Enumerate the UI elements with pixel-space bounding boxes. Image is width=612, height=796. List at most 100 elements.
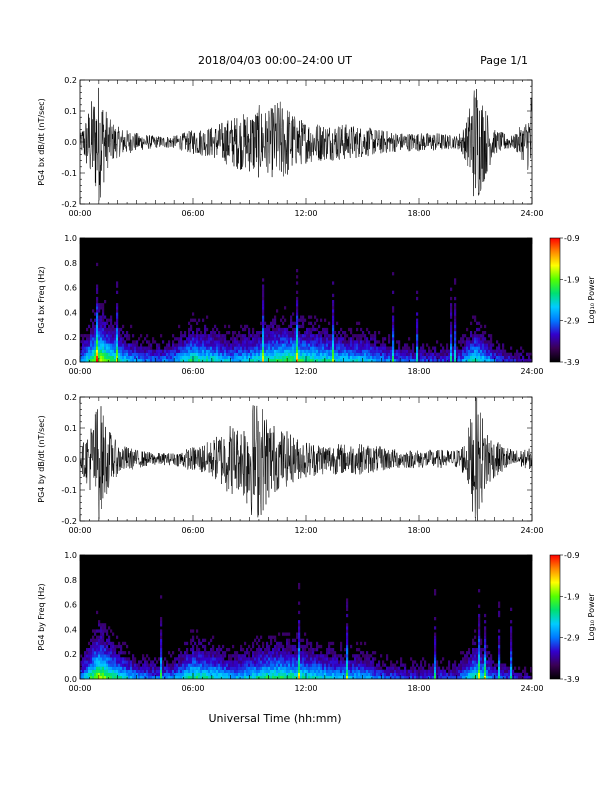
spectrogram-cell bbox=[126, 669, 129, 673]
spectrogram-cell bbox=[98, 340, 101, 344]
spectrogram-cell bbox=[278, 334, 281, 338]
spectrogram-cell bbox=[300, 657, 303, 661]
spectrogram-cell bbox=[438, 358, 441, 363]
spectrogram-cell bbox=[328, 340, 331, 344]
spectrogram-cell bbox=[152, 660, 155, 664]
spectrogram-cell bbox=[262, 309, 265, 313]
spectrogram-cell bbox=[262, 290, 265, 294]
spectrogram-cell bbox=[454, 331, 457, 335]
spectrogram-cell bbox=[116, 672, 119, 677]
spectrogram-cell bbox=[482, 355, 485, 360]
spectrogram-cell bbox=[474, 343, 477, 347]
spectrogram-cell bbox=[162, 352, 165, 356]
spectrogram-cell bbox=[150, 675, 153, 680]
spectrogram-cell bbox=[280, 343, 283, 347]
spectrogram-cell bbox=[408, 352, 411, 356]
spectrogram-cell bbox=[82, 663, 85, 667]
spectrogram-cell bbox=[438, 352, 441, 356]
spectrogram-cell bbox=[316, 675, 319, 680]
spectrogram-cell bbox=[198, 641, 201, 646]
spectrogram-cell bbox=[134, 358, 137, 363]
spectrogram-cell bbox=[132, 672, 135, 677]
spectrogram-cell bbox=[140, 334, 143, 338]
spectrogram-cell bbox=[388, 669, 391, 673]
spectrogram-cell bbox=[296, 303, 299, 307]
spectrogram-cell bbox=[354, 346, 357, 350]
spectrogram-cell bbox=[284, 657, 287, 661]
spectrogram-cell bbox=[216, 669, 219, 673]
spectrogram-cell bbox=[470, 346, 473, 350]
spectrogram-cell bbox=[190, 648, 193, 652]
spectrogram-cell bbox=[218, 346, 221, 350]
spectrogram-cell bbox=[268, 657, 271, 661]
spectrogram-cell bbox=[488, 675, 491, 680]
spectrogram-cell bbox=[294, 327, 297, 332]
spectrogram-cell bbox=[156, 660, 159, 664]
spectrogram-cell bbox=[272, 648, 275, 652]
spectrogram-cell bbox=[186, 337, 189, 341]
spectrogram-cell bbox=[222, 663, 225, 667]
spectrogram-cell bbox=[192, 337, 195, 341]
spectrogram-cell bbox=[244, 672, 247, 677]
spectrogram-cell bbox=[184, 672, 187, 677]
spectrogram-cell bbox=[96, 672, 99, 677]
spectrogram-cell bbox=[388, 349, 391, 353]
spectrogram-cell bbox=[116, 306, 119, 310]
spectrogram-cell bbox=[350, 346, 353, 350]
spectrogram-cell bbox=[110, 675, 113, 680]
spectrogram-cell bbox=[416, 337, 419, 341]
spectrogram-cell bbox=[466, 654, 469, 658]
spectrogram-cell bbox=[318, 331, 321, 335]
spectrogram-cell bbox=[108, 343, 111, 347]
spectrogram-cell bbox=[280, 358, 283, 363]
spectrogram-cell bbox=[268, 660, 271, 664]
spectrogram-cell bbox=[224, 343, 227, 347]
spectrogram-cell bbox=[264, 327, 267, 332]
spectrogram-cell bbox=[474, 340, 477, 344]
spectrogram-cell bbox=[390, 663, 393, 667]
spectrogram-cell bbox=[98, 306, 101, 310]
spectrogram-cell bbox=[138, 352, 141, 356]
spectrogram-cell bbox=[82, 666, 85, 670]
spectrogram-cell bbox=[286, 669, 289, 673]
spectrogram-cell bbox=[254, 666, 257, 670]
spectrogram-cell bbox=[94, 654, 97, 658]
spectrogram-cell bbox=[296, 635, 299, 639]
spectrogram-cell bbox=[214, 657, 217, 661]
spectrogram-cell bbox=[474, 331, 477, 335]
spectrogram-cell bbox=[510, 669, 513, 673]
spectrogram-cell bbox=[408, 349, 411, 353]
spectrogram-cell bbox=[98, 337, 101, 341]
spectrogram-cell bbox=[264, 660, 267, 664]
spectrogram-cell bbox=[370, 349, 373, 353]
spectrogram-cell bbox=[252, 334, 255, 338]
spectrogram-cell bbox=[102, 623, 105, 627]
spectrogram-cell bbox=[102, 355, 105, 360]
spectrogram-cell bbox=[276, 334, 279, 338]
spectrogram-cell bbox=[266, 352, 269, 356]
spectrogram-cell bbox=[112, 349, 115, 353]
spectrogram-cell bbox=[514, 675, 517, 680]
spectrogram-cell bbox=[400, 358, 403, 363]
spectrogram-cell bbox=[216, 352, 219, 356]
spectrogram-cell bbox=[254, 651, 257, 655]
spectrogram-cell bbox=[342, 669, 345, 673]
spectrogram-cell bbox=[228, 355, 231, 360]
spectrogram-cell bbox=[290, 349, 293, 353]
spectrogram-cell bbox=[342, 355, 345, 360]
spectrogram-cell bbox=[472, 358, 475, 363]
spectrogram-cell bbox=[218, 349, 221, 353]
spectrogram-cell bbox=[422, 672, 425, 677]
spectrogram-cell bbox=[482, 669, 485, 673]
spectrogram-cell bbox=[480, 334, 483, 338]
spectrogram-cell bbox=[140, 675, 143, 680]
spectrogram-cell bbox=[236, 672, 239, 677]
spectrogram-cell bbox=[276, 651, 279, 655]
spectrogram-cell bbox=[524, 358, 527, 363]
spectrogram-cell bbox=[356, 672, 359, 677]
spectrogram-cell bbox=[320, 346, 323, 350]
spectrogram-cell bbox=[320, 675, 323, 680]
spectrogram-cell bbox=[344, 672, 347, 677]
spectrogram-cell bbox=[352, 355, 355, 360]
spectrogram-cell bbox=[416, 327, 419, 332]
